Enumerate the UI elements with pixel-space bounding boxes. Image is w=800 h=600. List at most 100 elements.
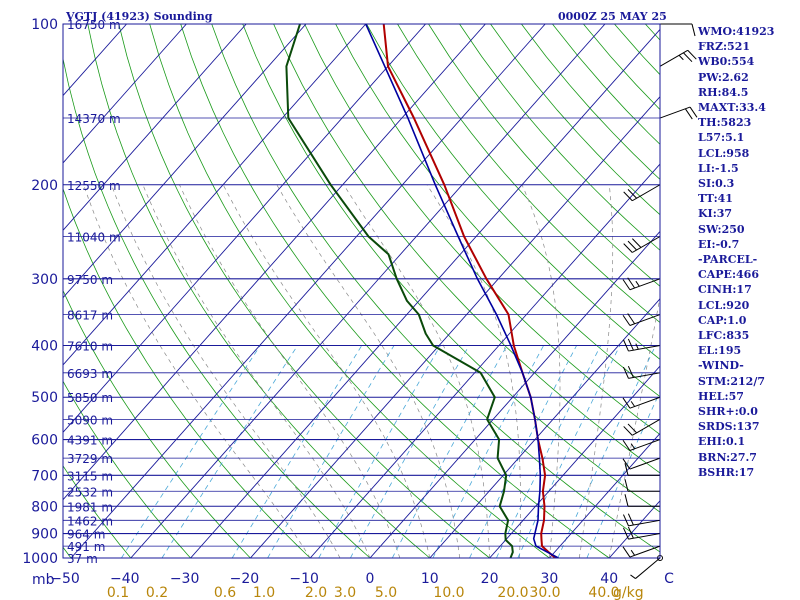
index-item: LCL:920 [698,298,750,312]
index-item: EHI:0.1 [698,435,746,449]
pressure-tick-label: 400 [31,339,58,355]
index-item: BSHR:17 [698,465,755,479]
height-label: 491 m [67,540,105,554]
pressure-tick-label: 900 [31,527,58,543]
height-label: 5850 m [67,391,113,405]
pressure-tick-label: 100 [31,17,58,33]
index-item: BRN:27.7 [698,450,757,464]
index-item: KI:37 [698,207,733,221]
moist-adiabat [179,184,401,558]
wind-barbs [622,23,698,579]
isotherm [369,230,660,558]
height-label: 6693 m [67,367,113,381]
height-label: 3729 m [67,452,113,466]
pressure-tick-label: 700 [31,468,58,484]
dry-adiabat [0,24,11,558]
temperature-tick-label: 20 [481,571,499,587]
wind-barb [622,313,661,326]
index-item: HEL:57 [698,389,744,403]
isotherm [489,365,660,558]
mixing-ratio-label: 2.0 [305,585,327,600]
height-label: 8617 m [67,309,113,323]
mixing-ratio-line [121,345,261,558]
wind-barb [623,184,661,202]
wind-barb [622,439,661,451]
dry-adiabat [242,24,660,513]
wind-barb [622,338,661,352]
index-item: -WIND- [698,359,744,373]
wind-barb [659,106,698,120]
pressure-tick-label: 600 [31,433,58,449]
isotherm [63,24,247,231]
height-label: 12550 m [67,179,121,193]
mixing-ratio-unit: g/kg [613,585,644,600]
wind-barb [622,513,661,527]
temperature-tick-label: −10 [289,571,319,587]
index-item: STM:212/7 [698,374,765,388]
wind-barb [623,236,661,253]
index-item: MAXT:33.4 [698,101,766,115]
index-item: EL:195 [698,344,742,358]
pressure-tick-label: 800 [31,499,58,515]
wind-barb [622,526,661,540]
moist-adiabat [343,184,490,558]
height-label: 5090 m [67,413,113,427]
index-item: SW:250 [698,222,745,236]
index-item: LFC:835 [698,329,750,343]
wind-barb [622,545,661,558]
mixing-ratio-line [318,345,441,558]
height-label: 16750 m [67,18,121,32]
temperature-tick-label: −40 [110,571,140,587]
index-item: LI:-1.5 [698,161,739,175]
index-item: -PARCEL- [698,253,758,267]
temperature-profile [382,24,557,558]
moist-adiabat [608,295,660,558]
index-item: CAP:1.0 [698,313,747,327]
index-item: CINH:17 [698,283,752,297]
height-label: 964 m [67,528,105,542]
index-item: CAPE:466 [698,268,759,282]
pressure-tick-label: 500 [31,390,58,406]
moist-adiabat [578,184,614,558]
temperature-tick-label: −30 [170,571,200,587]
index-item: RH:84.5 [698,85,749,99]
height-label: 2532 m [67,485,113,499]
mixing-ratio-label: 3.0 [334,585,356,600]
temperature-tick-label: 30 [540,571,558,587]
isotherm [63,24,367,366]
pressure-tick-label: 1000 [22,551,58,567]
height-label: 3115 m [67,469,113,483]
dewpoint-profile [285,24,514,558]
mixing-ratio-line [350,345,470,558]
height-label: 11040 m [67,230,121,244]
wind-barb [624,479,660,492]
isotherm [130,24,606,558]
wind-barb [624,494,660,507]
index-item: EI:-0.7 [698,237,740,251]
mixing-ratio-line [391,345,508,558]
mixing-ratio-label: 10.0 [433,585,464,600]
mixing-ratio-label: 0.1 [107,585,129,600]
sounding-lines [285,24,559,558]
wind-barb [659,49,697,67]
chart-grid [0,24,660,558]
height-label: 7610 m [67,340,113,354]
height-label: 14370 m [67,112,121,126]
mixing-ratio-line [161,345,298,558]
temperature-tick-label: −50 [50,571,80,587]
height-label: 4391 m [67,434,113,448]
isotherm [309,163,660,558]
height-label: 9750 m [67,273,113,287]
wind-barb [622,366,661,379]
index-item: SI:0.3 [698,177,735,191]
index-item: WB0:554 [698,55,755,69]
isotherm [190,28,660,558]
isotherm [70,24,546,558]
mixing-ratio-label: 40.0 [588,585,619,600]
wind-barb [622,396,661,409]
mixing-ratio-line [432,345,544,558]
plot-border [62,23,661,559]
mixing-ratio-label: 1.0 [253,585,275,600]
